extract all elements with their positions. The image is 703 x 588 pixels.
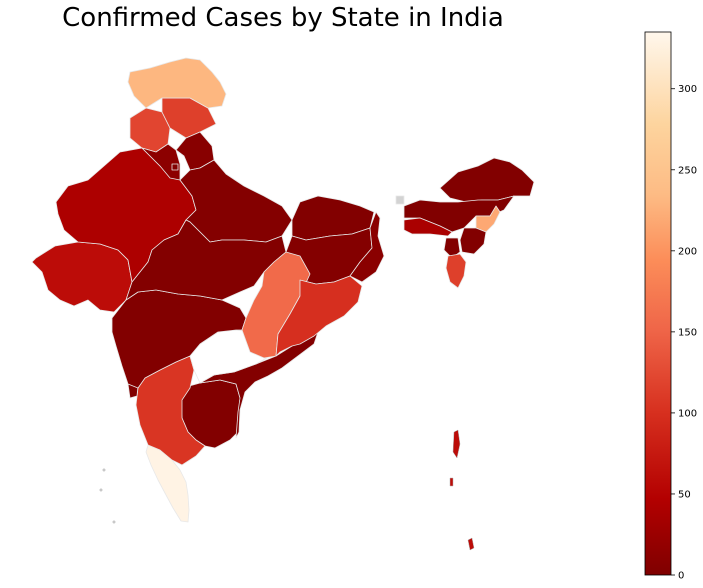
state-lakshadweep[interactable] — [99, 468, 116, 524]
state-madhya-pradesh[interactable] — [125, 219, 287, 301]
state-delhi[interactable] — [171, 163, 179, 171]
state-odisha[interactable] — [275, 275, 363, 357]
state-haryana[interactable] — [141, 143, 181, 181]
state-gujarat[interactable] — [31, 241, 133, 313]
state-sikkim[interactable] — [395, 195, 405, 205]
state-kerala[interactable] — [145, 444, 190, 523]
state-andhra-pradesh[interactable] — [199, 331, 319, 439]
state-meghalaya[interactable] — [403, 217, 453, 237]
colorbar-tick-label: 100 — [678, 408, 697, 419]
state-manipur[interactable] — [459, 227, 487, 255]
state-west-bengal[interactable] — [349, 211, 385, 283]
colorbar-tick-label: 300 — [678, 84, 697, 95]
state-mizoram[interactable] — [445, 253, 467, 289]
colorbar-tick-label: 0 — [678, 571, 684, 582]
india-map — [31, 57, 535, 551]
state-jammu-kashmir[interactable] — [127, 57, 227, 109]
colorbar-ticks: 0 50 100 150 200 250 300 — [671, 84, 697, 582]
state-andaman-nicobar[interactable] — [449, 429, 475, 551]
colorbar-tick-label: 200 — [678, 246, 697, 257]
colorbar-tick-label: 250 — [678, 165, 697, 176]
colorbar-tick-label: 50 — [678, 489, 691, 500]
colorbar-tick-label: 150 — [678, 327, 697, 338]
state-arunachal-pradesh[interactable] — [439, 157, 535, 203]
colorbar: 0 50 100 150 200 250 300 — [644, 31, 697, 582]
map-title: Confirmed Cases by State in India — [62, 3, 504, 33]
colorbar-gradient — [644, 31, 672, 576]
